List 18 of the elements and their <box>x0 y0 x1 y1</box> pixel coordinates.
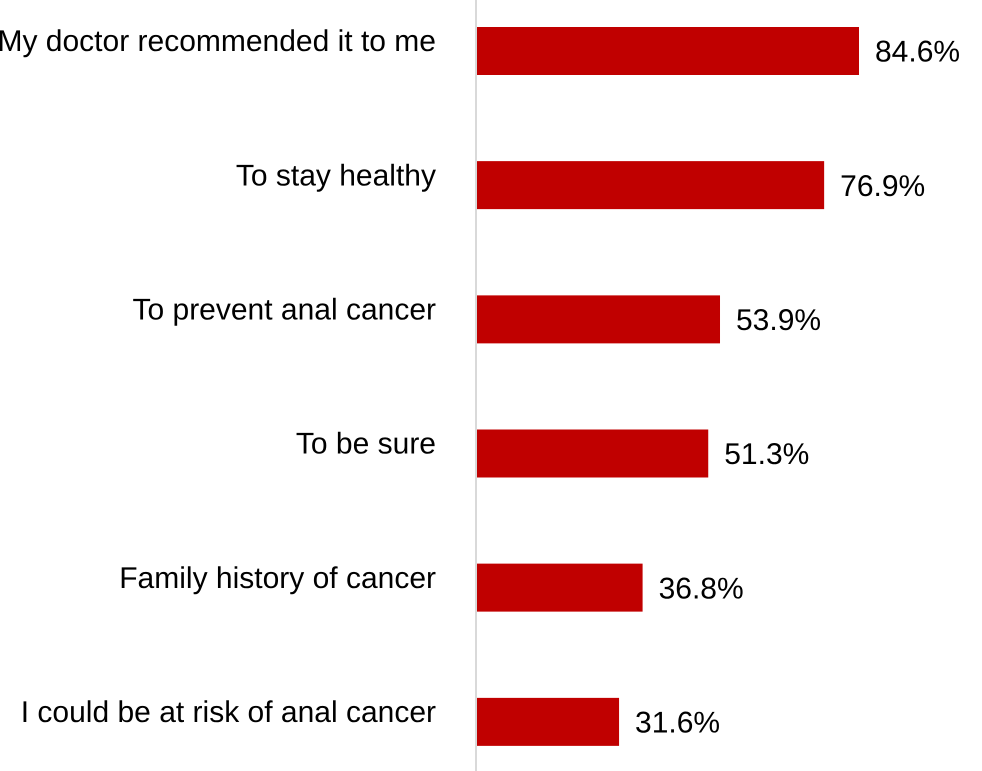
data-label: 76.9% <box>840 170 926 203</box>
bar <box>476 27 859 75</box>
y-tick-label: I could be at risk of anal cancer <box>20 696 436 729</box>
y-tick-label: To prevent anal cancer <box>132 293 436 326</box>
bar <box>476 698 620 746</box>
data-label: 36.8% <box>658 572 744 606</box>
bar <box>476 161 824 210</box>
bar <box>476 564 643 612</box>
y-tick-label: To be sure <box>296 428 436 461</box>
data-label: 53.9% <box>736 304 822 337</box>
data-label: 84.6% <box>875 36 960 69</box>
data-label: 51.3% <box>724 438 810 472</box>
y-tick-label: Family history of cancer <box>119 562 436 595</box>
y-tick-label: My doctor recommended it to me <box>0 25 436 58</box>
bar <box>476 295 720 344</box>
data-label: 31.6% <box>635 706 720 740</box>
bar <box>476 430 708 478</box>
y-tick-label: To stay healthy <box>236 159 436 192</box>
